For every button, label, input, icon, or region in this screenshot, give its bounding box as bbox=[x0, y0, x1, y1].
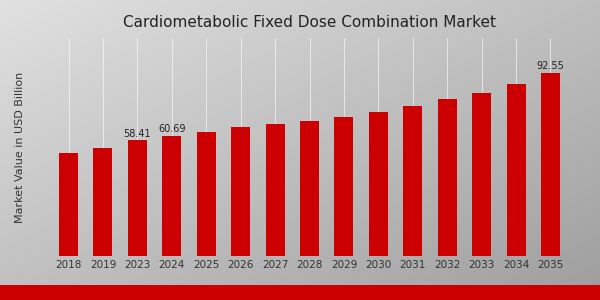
Bar bbox=[94, 148, 112, 256]
Bar bbox=[438, 100, 457, 256]
Bar bbox=[403, 106, 422, 256]
Title: Cardiometabolic Fixed Dose Combination Market: Cardiometabolic Fixed Dose Combination M… bbox=[123, 15, 496, 30]
Text: 58.41: 58.41 bbox=[124, 129, 151, 139]
Bar bbox=[266, 124, 284, 256]
Bar bbox=[334, 117, 353, 256]
Bar bbox=[163, 136, 181, 256]
Y-axis label: Market Value in USD Billion: Market Value in USD Billion bbox=[15, 71, 25, 223]
Bar bbox=[128, 140, 147, 256]
Bar bbox=[541, 73, 560, 256]
Text: 92.55: 92.55 bbox=[536, 61, 565, 71]
Bar bbox=[472, 92, 491, 256]
Text: 60.69: 60.69 bbox=[158, 124, 185, 134]
Bar bbox=[506, 84, 526, 256]
Bar bbox=[231, 127, 250, 256]
Bar bbox=[59, 153, 78, 256]
Bar bbox=[369, 112, 388, 256]
Bar bbox=[197, 131, 216, 256]
Bar bbox=[300, 121, 319, 256]
